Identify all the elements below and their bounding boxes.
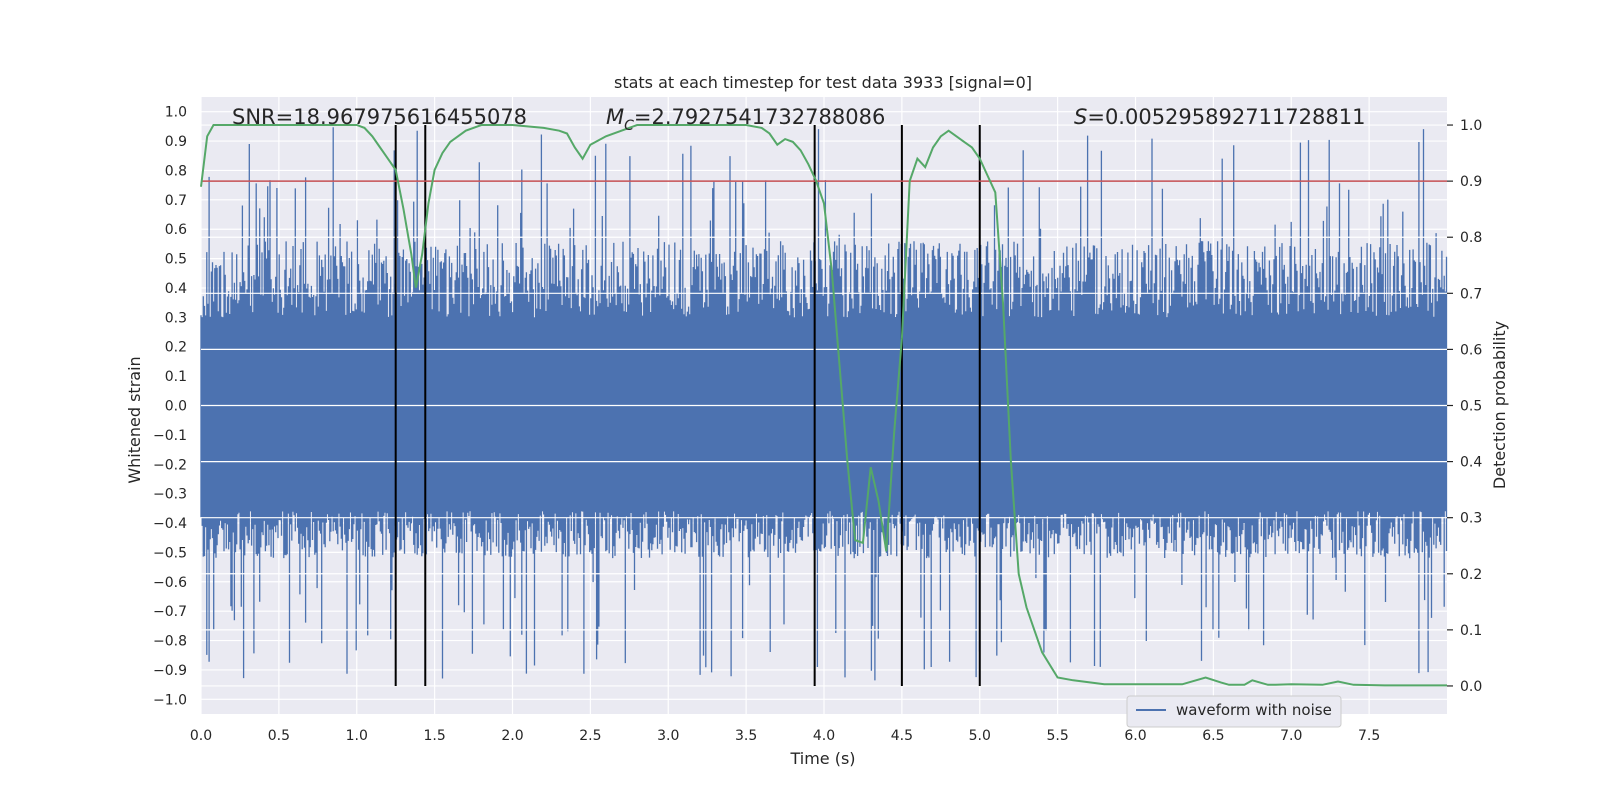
x-tick-label: 6.5: [1202, 728, 1224, 744]
right-axis-label: Detection probability: [1490, 321, 1509, 489]
x-tick-label: 3.5: [735, 728, 757, 744]
x-tick-label: 0.5: [268, 728, 290, 744]
right-y-tick-label: 0.8: [1460, 230, 1482, 246]
chart-title: stats at each timestep for test data 393…: [614, 73, 1032, 92]
s-symbol: S: [1074, 105, 1087, 129]
x-tick-label: 7.0: [1280, 728, 1302, 744]
left-y-tick-label: −0.1: [153, 428, 187, 444]
x-tick-label: 5.0: [969, 728, 991, 744]
x-axis-label: Time (s): [789, 749, 855, 768]
left-y-tick-label: −0.5: [153, 545, 187, 561]
x-tick-label: 2.0: [501, 728, 523, 744]
x-tick-label: 6.0: [1124, 728, 1146, 744]
right-y-tick-label: 0.4: [1460, 455, 1482, 471]
x-tick-label: 4.0: [813, 728, 835, 744]
chirp-mass-subscript: C: [624, 118, 634, 134]
x-tick-label: 1.5: [423, 728, 445, 744]
x-tick-label: 3.0: [657, 728, 679, 744]
s-annotation: S=0.005295892711728811: [1074, 105, 1365, 129]
right-y-tick-label: 0.5: [1460, 399, 1482, 415]
left-y-tick-label: 0.4: [165, 281, 187, 297]
chirp-mass-annotation: MC=2.7927541732788086: [606, 105, 885, 134]
probability-series: [200, 124, 1447, 687]
left-y-tick-label: 0.1: [165, 369, 187, 385]
x-tick-label: 7.5: [1358, 728, 1380, 744]
left-y-tick-label: 0.7: [165, 193, 187, 209]
chirp-mass-symbol: M: [606, 105, 624, 129]
left-y-tick-label: 1.0: [165, 105, 187, 121]
x-tick-label: 2.5: [579, 728, 601, 744]
x-tick-label: 4.5: [891, 728, 913, 744]
legend-label: waveform with noise: [1176, 701, 1332, 719]
left-y-tick-label: −0.3: [153, 487, 187, 503]
right-y-tick-label: 0.2: [1460, 567, 1482, 583]
legend: waveform with noise: [1126, 695, 1342, 728]
left-y-tick-label: −0.7: [153, 604, 187, 620]
right-y-tick-label: 0.9: [1460, 174, 1482, 190]
left-y-tick-label: −0.6: [153, 575, 187, 591]
snr-annotation: SNR=18.967975616455078: [232, 105, 527, 129]
left-axis-label: Whitened strain: [125, 356, 144, 483]
left-y-tick-label: −1.0: [153, 692, 187, 708]
x-tick-label: 1.0: [346, 728, 368, 744]
x-tick-label: 5.5: [1046, 728, 1068, 744]
detection-probability-line: [200, 124, 1447, 687]
left-y-tick-label: 0.2: [165, 340, 187, 356]
right-y-tick-label: 1.0: [1460, 118, 1482, 134]
left-y-tick-label: −0.4: [153, 516, 187, 532]
right-y-tick-label: 0.6: [1460, 342, 1482, 358]
s-value: =0.005295892711728811: [1087, 105, 1365, 129]
right-y-tick-label: 0.1: [1460, 623, 1482, 639]
chirp-mass-value: =2.7927541732788086: [634, 105, 885, 129]
left-y-tick-label: 0.6: [165, 222, 187, 238]
left-y-tick-label: −0.8: [153, 634, 187, 650]
left-y-tick-label: 0.8: [165, 163, 187, 179]
right-y-tick-label: 0.3: [1460, 511, 1482, 527]
left-y-tick-label: 0.0: [165, 399, 187, 415]
left-y-tick-label: 0.9: [165, 134, 187, 150]
right-y-tick-label: 0.7: [1460, 286, 1482, 302]
left-y-tick-label: −0.2: [153, 457, 187, 473]
legend-box: [1126, 695, 1342, 728]
left-y-tick-label: −0.9: [153, 663, 187, 679]
right-y-tick-label: 0.0: [1460, 679, 1482, 695]
x-tick-label: 0.0: [190, 728, 212, 744]
tick-labels: 0.0 0.5 1.0 1.5 2.0 2.5 3.0 3.5 4.0 4.5 5.0 5.5 6.0 6…: [153, 105, 1482, 744]
left-y-tick-label: 0.5: [165, 252, 187, 268]
left-y-tick-label: 0.3: [165, 310, 187, 326]
